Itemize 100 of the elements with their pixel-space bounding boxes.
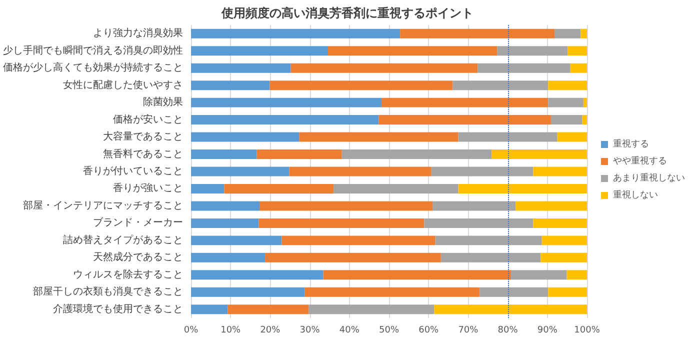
x-tick-label: 0% [184,326,199,336]
bar [458,184,587,194]
y-tick-label: より強力な消臭効果 [93,27,183,40]
y-tick-label: 価格が少し高くても効果が持続すること [3,62,183,74]
bar [191,150,257,160]
bar [191,218,259,228]
bar [282,236,436,246]
bar [510,270,567,280]
bar [381,98,548,108]
bar [191,166,290,176]
bar [432,201,516,211]
bar [582,115,587,125]
x-tick-label: 40% [339,326,360,336]
bar [434,304,587,314]
y-tick-label: 少し手間でも瞬間で消える消臭の即効性 [3,44,183,56]
bar [548,98,584,108]
bar [542,236,587,246]
x-tick-label: 90% [537,326,558,336]
y-tick-label: ブランド・メーカー [93,216,183,229]
bar [458,132,558,142]
bar [265,252,441,262]
y-tick-label: ウィルスを除去すること [73,268,183,280]
bar [290,63,478,73]
bar [378,115,551,125]
bar [191,304,228,314]
bar [191,287,305,297]
bar [554,28,581,38]
bar [533,166,587,176]
x-tick-label: 50% [378,326,400,336]
chart-title: 使用頻度の高い消臭芳香剤に重視するポイント [220,6,474,20]
bar [270,80,453,90]
bar [258,218,424,228]
bar [480,287,548,297]
bar [191,80,270,90]
bar [435,236,542,246]
x-tick-label: 10% [220,326,242,336]
bar [191,98,382,108]
bar [497,46,568,56]
y-tick-label: 部屋・インテリアにマッチすること [23,199,183,212]
bar [342,150,492,160]
bar [260,201,433,211]
bar [323,270,511,280]
bar [516,201,587,211]
bar [191,132,300,142]
bar [580,28,587,38]
bar [191,63,291,73]
bar [550,115,582,125]
y-tick-label: 介護環境でも使用できること [53,302,183,315]
bar [440,252,541,262]
bar [328,46,498,56]
bar [228,304,309,314]
y-tick-label: 大容量であること [103,130,183,143]
bar [570,63,587,73]
bar [583,98,587,108]
y-tick-label: 香りが強いこと [113,182,183,194]
bar [191,46,328,56]
x-tick-label: 20% [260,326,281,336]
y-tick-label: 除菌効果 [143,96,183,108]
legend-label: 重視する [613,138,649,150]
y-tick-label: 香りが付いていること [83,165,183,177]
bar [191,201,260,211]
legend-label: あまり重視しない [613,172,685,184]
y-tick-label: 無香料であること [103,148,183,160]
bar [452,80,548,90]
bar [334,184,458,194]
bar [533,218,587,228]
bar [557,132,587,142]
bar [568,46,587,56]
bar [566,270,587,280]
bar [400,28,555,38]
x-tick-label: 100% [574,326,600,336]
y-tick-label: 価格が安いこと [113,113,183,126]
bar [191,184,224,194]
bar [548,287,587,297]
legend-label: 重視しない [613,190,658,200]
bar [191,115,379,125]
x-tick-label: 70% [458,326,479,336]
bar [478,63,570,73]
bar [191,270,324,280]
bar [191,28,400,38]
bar [304,287,480,297]
bar [289,166,432,176]
bar [191,236,282,246]
bar [191,252,266,262]
bar [299,132,458,142]
legend-label: やや重視する [613,156,667,166]
bar [308,304,434,314]
bar [431,166,534,176]
y-tick-label: 詰め替えタイプがあること [63,234,183,246]
y-tick-label: 天然成分であること [93,251,183,264]
x-tick-label: 30% [300,326,320,336]
bar [424,218,534,228]
bar [492,150,587,160]
y-tick-label: 女性に配慮した使いやすさ [63,78,183,91]
bar [256,150,342,160]
bar [540,252,587,262]
y-tick-label: 部屋干しの衣類も消臭できること [33,286,183,298]
x-tick-label: 80% [498,326,518,336]
bar [224,184,334,194]
x-tick-label: 60% [418,326,440,336]
